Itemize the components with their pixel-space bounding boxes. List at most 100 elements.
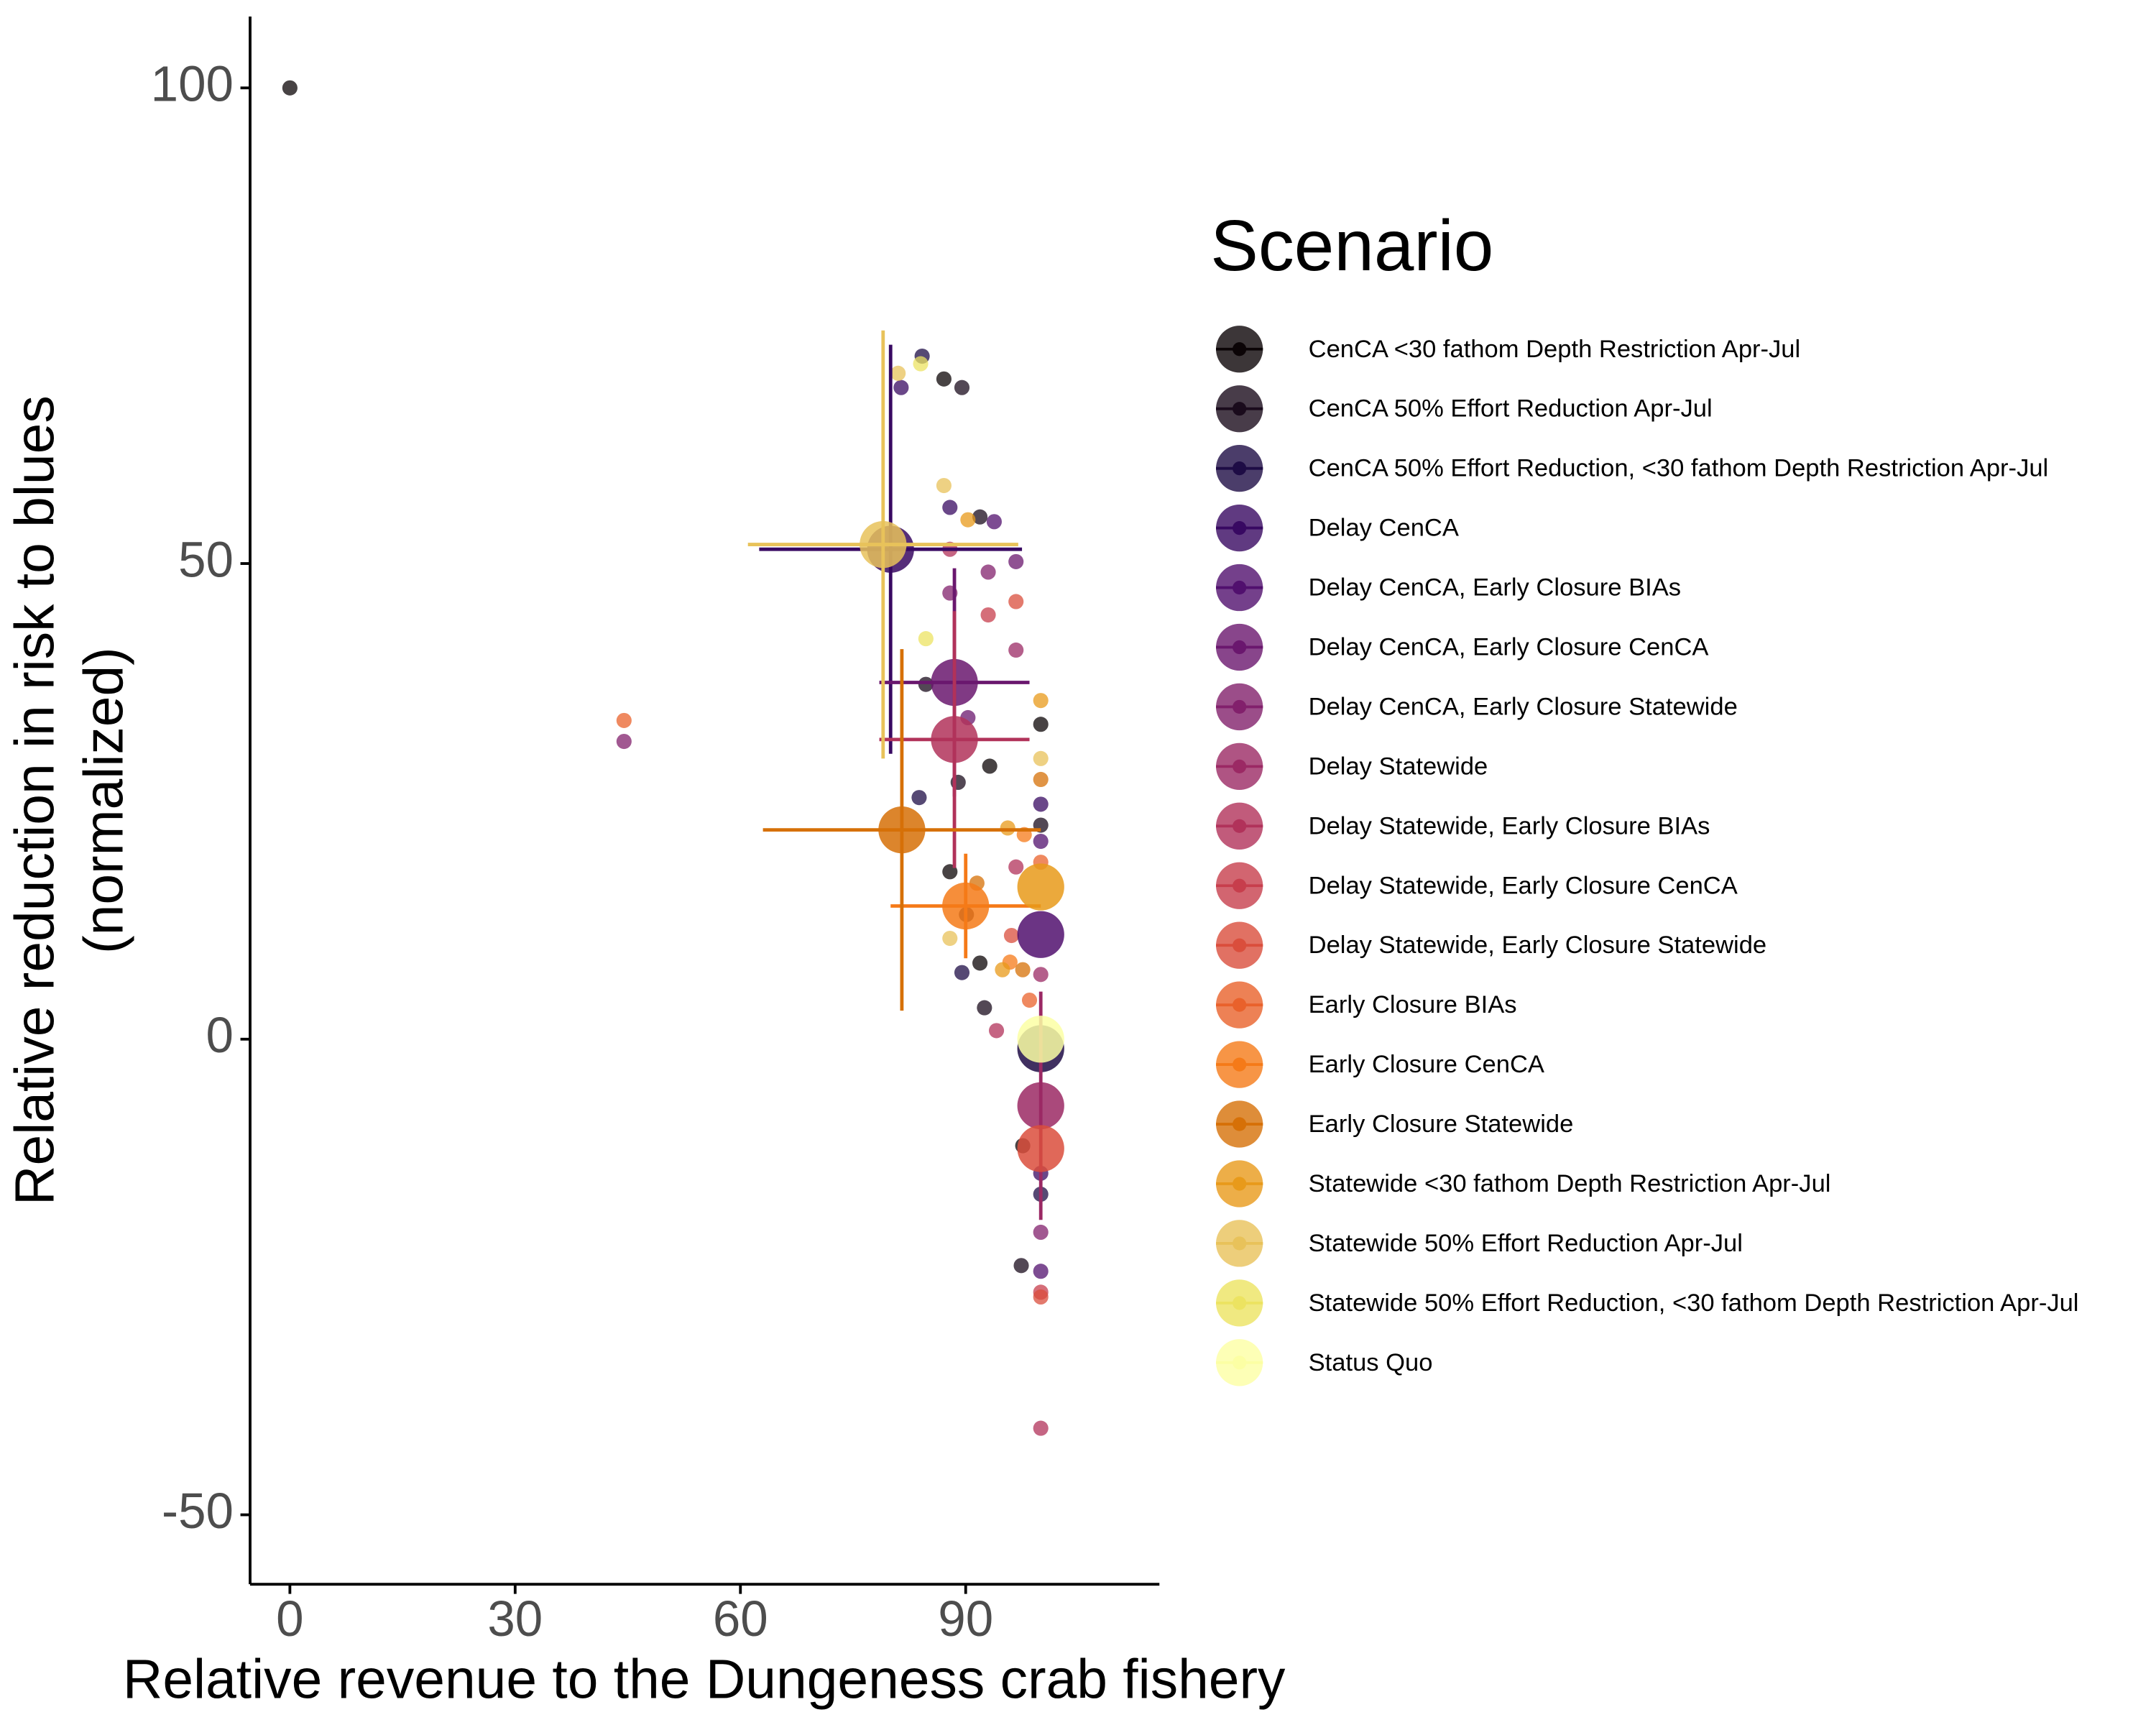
legend-title: Scenario — [1210, 206, 1493, 286]
point — [960, 512, 976, 528]
mean-point — [1017, 1082, 1064, 1130]
point — [1000, 820, 1015, 836]
y-axis-title: (normalized) — [73, 647, 135, 954]
mean-point — [878, 806, 926, 854]
mean-point — [942, 882, 990, 930]
legend-key-dot — [1233, 461, 1247, 476]
legend-key-dot — [1233, 1117, 1247, 1131]
mean-point — [1017, 911, 1064, 958]
point — [1033, 1289, 1049, 1305]
legend-key-dot — [1233, 699, 1247, 714]
mean-point — [1017, 863, 1064, 911]
legend-key-dot — [1233, 878, 1247, 893]
legend-key-dot — [1233, 759, 1247, 773]
y-axis-title: Relative reduction in risk to blues — [4, 395, 66, 1205]
legend-label: Early Closure Statewide — [1309, 1110, 1574, 1138]
legend-key-dot — [1233, 402, 1247, 416]
y-tick-label: 50 — [178, 531, 234, 587]
point — [911, 790, 927, 806]
legend-label: CenCA 50% Effort Reduction Apr-Jul — [1309, 395, 1713, 423]
point — [954, 380, 970, 395]
point — [1008, 642, 1024, 658]
legend-key-dot — [1233, 1177, 1247, 1191]
point — [936, 477, 952, 494]
legend-key-dot — [1233, 520, 1247, 535]
point — [995, 962, 1010, 978]
legend-label: Delay Statewide, Early Closure CenCA — [1309, 872, 1738, 899]
point — [977, 1000, 992, 1016]
point — [282, 80, 298, 96]
point — [972, 955, 988, 971]
point — [1033, 833, 1049, 850]
legend-key-dot — [1233, 640, 1247, 655]
point — [972, 509, 988, 525]
legend-label: Statewide <30 fathom Depth Restriction A… — [1309, 1170, 1831, 1197]
legend-key-dot — [1233, 342, 1247, 356]
point — [988, 1023, 1005, 1039]
point — [986, 514, 1002, 530]
legend-key-dot — [1233, 1356, 1247, 1370]
x-tick-label: 0 — [276, 1591, 303, 1647]
legend-label: CenCA 50% Effort Reduction, <30 fathom D… — [1309, 455, 2049, 482]
legend-label: Delay CenCA, Early Closure CenCA — [1309, 634, 1709, 661]
point — [1033, 693, 1049, 709]
point — [616, 733, 632, 750]
legend-label: Delay CenCA — [1309, 515, 1459, 542]
mean-point — [931, 716, 978, 763]
point — [1033, 717, 1049, 732]
point — [980, 607, 996, 623]
point — [1013, 1258, 1029, 1274]
point — [1033, 1224, 1049, 1241]
y-tick-label: 100 — [151, 56, 234, 112]
point — [1008, 594, 1024, 610]
point — [890, 365, 906, 381]
y-tick-label: -50 — [162, 1483, 234, 1539]
legend-label: Early Closure BIAs — [1309, 991, 1517, 1018]
point — [942, 500, 958, 515]
legend-key-dot — [1233, 819, 1247, 833]
point — [1033, 1420, 1049, 1436]
legend-key-dot — [1233, 580, 1247, 595]
legend-label: Delay Statewide, Early Closure Statewide — [1309, 932, 1766, 959]
legend-key-dot — [1233, 1236, 1247, 1251]
point — [918, 631, 934, 647]
point — [1008, 859, 1024, 875]
legend-label: CenCA <30 fathom Depth Restriction Apr-J… — [1309, 336, 1801, 363]
point — [1033, 967, 1049, 983]
legend-label: Statewide 50% Effort Reduction, <30 fath… — [1309, 1289, 2079, 1317]
point — [942, 930, 958, 947]
x-axis-title: Relative revenue to the Dungeness crab f… — [123, 1649, 1286, 1711]
x-tick-label: 30 — [487, 1591, 543, 1647]
point — [893, 380, 909, 395]
legend-key-dot — [1233, 998, 1247, 1012]
point — [982, 758, 998, 774]
legend-label: Delay CenCA, Early Closure BIAs — [1309, 574, 1681, 602]
legend-key-dot — [1233, 938, 1247, 952]
x-tick-label: 90 — [938, 1591, 993, 1647]
x-tick-label: 60 — [713, 1591, 768, 1647]
point — [980, 564, 996, 580]
y-tick-label: 0 — [206, 1007, 234, 1063]
point — [918, 676, 934, 692]
point — [1008, 553, 1024, 569]
point — [936, 371, 952, 387]
mean-point — [860, 520, 907, 569]
legend-label: Early Closure CenCA — [1309, 1051, 1544, 1078]
mean-point — [1017, 1125, 1064, 1172]
point — [1003, 927, 1020, 944]
point — [942, 864, 958, 880]
point — [1015, 962, 1031, 978]
point — [1033, 750, 1049, 766]
point — [954, 965, 970, 980]
legend-label: Delay Statewide — [1309, 753, 1488, 780]
legend-label: Statewide 50% Effort Reduction Apr-Jul — [1309, 1230, 1743, 1257]
point — [1033, 796, 1049, 812]
point — [1033, 771, 1049, 788]
legend-key-dot — [1233, 1296, 1247, 1310]
point — [1033, 1264, 1049, 1279]
legend-label: Status Quo — [1309, 1349, 1433, 1376]
point — [616, 712, 632, 728]
mean-point — [1017, 1016, 1064, 1063]
point — [913, 356, 929, 372]
